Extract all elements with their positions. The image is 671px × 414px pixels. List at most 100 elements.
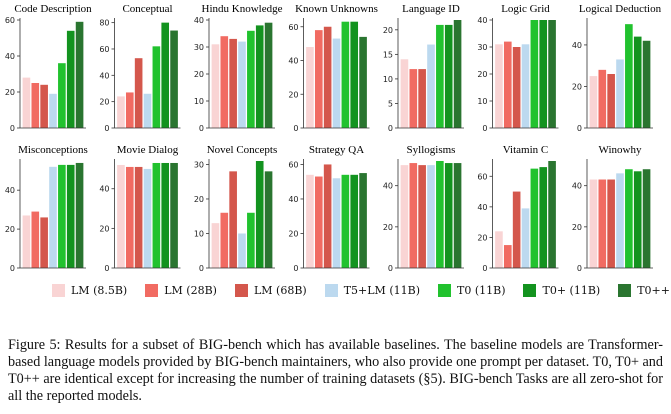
y-tick-label: 40 (477, 16, 487, 25)
bar (238, 233, 246, 268)
y-tick-label: 20 (99, 224, 109, 233)
y-tick-label: 0 (577, 124, 582, 133)
subplot: Known Unknowns 0 20 40 60 (288, 3, 378, 133)
bar (436, 24, 444, 128)
bar (642, 40, 651, 128)
bar (211, 223, 220, 268)
legend-swatch (52, 283, 65, 297)
y-tick-label: 30 (477, 43, 487, 52)
y-tick-label: 10 (194, 229, 204, 238)
bar (306, 47, 314, 128)
y-tick-label: 60 (477, 172, 487, 181)
legend: LM (8.5B) LM (28B) LM (68B) T5+LM (11B) T0 (… (52, 280, 671, 300)
bar (66, 164, 75, 268)
bar (616, 59, 624, 128)
bar (58, 164, 66, 268)
y-tick-label: 20 (572, 82, 582, 91)
subplot-title: Strategy QA (309, 144, 364, 156)
bar (31, 211, 40, 268)
y-tick-label: 20 (99, 98, 109, 107)
y-tick-label: 10 (383, 75, 393, 84)
bar (350, 174, 359, 268)
subplot: Syllogisms 0 20 40 (383, 144, 464, 273)
y-tick-label: 30 (194, 43, 204, 52)
y-tick-label: 0 (482, 124, 487, 133)
legend-label: T0+ (11B) (542, 283, 601, 297)
bar (161, 22, 170, 129)
bar (323, 26, 332, 128)
subplot: Movie Dialog 0 20 40 (99, 144, 181, 273)
subplot-title: Language ID (402, 3, 460, 15)
y-tick-label: 40 (5, 186, 15, 195)
subplot: Vitamin C 0 20 40 60 (477, 144, 559, 273)
subplot: Strategy QA 0 20 40 60 (288, 144, 370, 273)
y-tick-label: 40 (194, 16, 204, 25)
y-tick-label: 30 (194, 160, 204, 169)
y-tick-label: 40 (288, 195, 298, 204)
bar (306, 174, 314, 268)
subplot-title: Logic Grid (501, 3, 550, 15)
bar (255, 161, 264, 268)
bar (625, 24, 633, 128)
y-tick-label: 0 (10, 264, 15, 273)
legend-item: T0+ (11B) (523, 283, 601, 297)
y-tick-label: 0 (293, 264, 298, 273)
legend-item: LM (8.5B) (52, 283, 127, 297)
subplot: Logic Grid 0 10 20 30 40 (477, 3, 559, 133)
bar (427, 44, 435, 128)
legend-swatch (437, 283, 451, 297)
y-tick-label: 60 (288, 23, 298, 32)
subplot-title: Conceptual (122, 3, 172, 15)
y-tick-label: 60 (99, 45, 109, 54)
bar (152, 162, 161, 268)
bar (521, 208, 530, 268)
bar (400, 59, 409, 128)
bar (453, 163, 462, 268)
y-tick-label: 20 (477, 70, 487, 79)
bar (229, 38, 237, 128)
y-tick-label: 40 (99, 71, 109, 80)
y-tick-label: 20 (477, 233, 487, 242)
bar (495, 44, 503, 128)
subplot: Code Description 0 20 40 60 (5, 3, 92, 133)
bar (332, 178, 341, 268)
bar (229, 171, 237, 268)
bar (238, 41, 246, 128)
bar (503, 41, 512, 128)
y-tick-label: 10 (194, 97, 204, 106)
y-tick-label: 40 (477, 203, 487, 212)
y-tick-label: 20 (572, 223, 582, 232)
bar (211, 44, 220, 128)
bar (598, 69, 607, 128)
bar (495, 231, 503, 268)
y-tick-label: 0 (104, 264, 109, 273)
bar (170, 30, 178, 128)
y-tick-label: 0 (482, 264, 487, 273)
figure-caption: Figure 5: Results for a subset of BIG-be… (8, 337, 663, 404)
subplot-title: Misconceptions (18, 144, 88, 156)
y-tick-label: 40 (288, 57, 298, 66)
bar (341, 21, 350, 128)
bar (49, 93, 57, 128)
y-tick-label: 40 (5, 52, 15, 61)
y-tick-label: 0 (388, 124, 393, 133)
legend-item: LM (68B) (234, 283, 307, 297)
y-tick-label: 40 (383, 182, 393, 191)
bar (409, 69, 418, 128)
subplot-title: Code Description (14, 3, 92, 15)
bar (521, 44, 530, 128)
bar (323, 164, 332, 268)
bar (512, 47, 521, 128)
bar (539, 167, 548, 268)
bar (400, 165, 409, 268)
bar (548, 20, 556, 128)
legend-swatch (234, 283, 248, 297)
bar (444, 163, 453, 268)
y-tick-label: 0 (199, 124, 204, 133)
bar (359, 173, 367, 268)
bar (503, 245, 512, 268)
bar (633, 171, 642, 268)
subplot: Language ID 0 5 10 15 20 (383, 3, 464, 133)
bar (332, 38, 341, 129)
bar (530, 20, 539, 128)
